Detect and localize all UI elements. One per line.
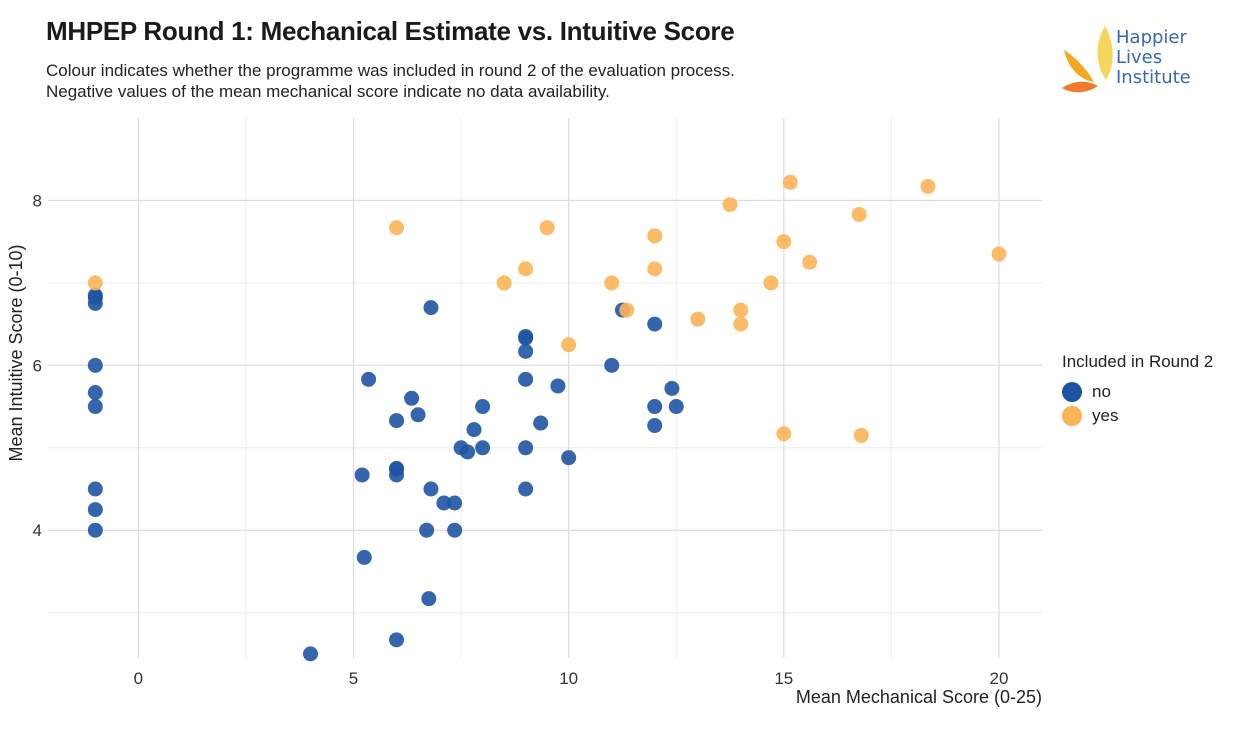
subtitle-line-1: Colour indicates whether the programme w… <box>46 61 735 80</box>
x-tick-label: 5 <box>349 669 358 688</box>
data-point-yes <box>782 174 798 190</box>
logo-line-3: Institute <box>1116 67 1191 88</box>
data-point-yes <box>763 275 779 291</box>
data-point-no <box>533 415 549 431</box>
subtitle-line-2: Negative values of the mean mechanical s… <box>46 82 610 101</box>
data-point-no <box>389 413 405 429</box>
happier-lives-institute-logo: Happier Lives Institute <box>1058 22 1218 102</box>
data-point-yes <box>647 228 663 244</box>
data-point-no <box>87 481 103 497</box>
data-point-no <box>389 467 405 483</box>
data-point-no <box>561 450 577 466</box>
data-point-yes <box>690 311 706 327</box>
legend-label-yes: yes <box>1092 406 1119 425</box>
data-point-yes <box>604 275 620 291</box>
x-axis-label: Mean Mechanical Score (0-25) <box>796 687 1042 707</box>
data-point-no <box>87 357 103 373</box>
data-point-yes <box>802 254 818 270</box>
chart-title: MHPEP Round 1: Mechanical Estimate vs. I… <box>46 16 735 46</box>
data-point-yes <box>496 275 512 291</box>
legend-label-no: no <box>1092 382 1111 401</box>
data-point-no <box>410 407 426 423</box>
data-point-yes <box>561 337 577 353</box>
legend-item-no: no <box>1062 380 1213 404</box>
legend-item-yes: yes <box>1062 404 1213 428</box>
data-point-yes <box>991 246 1007 262</box>
data-point-no <box>518 440 534 456</box>
data-point-yes <box>539 220 555 236</box>
data-point-no <box>87 502 103 518</box>
x-tick-label: 10 <box>559 669 578 688</box>
data-point-no <box>518 371 534 387</box>
data-point-no <box>436 495 452 511</box>
data-point-no <box>447 522 463 538</box>
legend-title: Included in Round 2 <box>1062 352 1214 371</box>
legend-swatch-yes <box>1062 406 1082 426</box>
data-point-no <box>302 646 318 662</box>
data-point-yes <box>920 178 936 194</box>
data-point-no <box>423 481 439 497</box>
data-point-yes <box>722 197 738 213</box>
x-tick-label: 20 <box>990 669 1009 688</box>
data-point-yes <box>776 234 792 250</box>
legend: Included in Round 2 no yes <box>1062 352 1213 428</box>
data-point-yes <box>389 220 405 236</box>
chart-subtitle: Colour indicates whether the programme w… <box>46 60 735 102</box>
y-tick-label: 4 <box>33 521 42 540</box>
data-point-no <box>421 591 437 607</box>
logo-text: Happier Lives Institute <box>1116 28 1191 88</box>
data-point-no <box>466 422 482 438</box>
data-point-no <box>604 357 620 373</box>
logo-line-1: Happier <box>1116 27 1187 48</box>
data-point-yes <box>518 261 534 277</box>
logo-petals-icon <box>1062 26 1113 93</box>
legend-swatch-no <box>1062 382 1082 402</box>
data-point-yes <box>853 427 869 443</box>
data-point-no <box>423 300 439 316</box>
data-point-no <box>664 380 680 396</box>
logo-line-2: Lives <box>1116 47 1163 68</box>
data-point-yes <box>87 275 103 291</box>
data-point-yes <box>851 206 867 222</box>
data-point-no <box>647 418 663 434</box>
data-point-no <box>361 371 377 387</box>
data-point-yes <box>619 302 635 318</box>
data-point-no <box>354 467 370 483</box>
data-point-no <box>668 399 684 415</box>
data-point-no <box>518 481 534 497</box>
data-point-no <box>518 330 534 346</box>
data-point-no <box>87 522 103 538</box>
data-point-no <box>447 495 463 511</box>
data-point-yes <box>647 261 663 277</box>
y-tick-label: 8 <box>33 191 42 210</box>
data-point-no <box>356 549 372 565</box>
data-point-no <box>404 390 420 406</box>
data-point-yes <box>733 302 749 318</box>
data-point-no <box>87 295 103 311</box>
data-point-no <box>518 343 534 359</box>
data-point-no <box>475 440 491 456</box>
data-points <box>87 174 1007 662</box>
data-point-no <box>87 385 103 401</box>
data-point-no <box>87 399 103 415</box>
grid <box>48 118 1042 658</box>
axis-ticks: 0 5 10 15 20 4 6 8 <box>33 191 1009 688</box>
x-tick-label: 15 <box>774 669 793 688</box>
data-point-yes <box>776 426 792 442</box>
data-point-no <box>550 378 566 394</box>
x-tick-label: 0 <box>134 669 143 688</box>
data-point-no <box>460 444 476 460</box>
data-point-no <box>647 316 663 332</box>
data-point-no <box>647 399 663 415</box>
data-point-no <box>389 632 405 648</box>
y-tick-label: 6 <box>33 356 42 375</box>
y-axis-label: Mean Intuitive Score (0-10) <box>6 244 26 461</box>
data-point-no <box>475 399 491 415</box>
data-point-yes <box>733 316 749 332</box>
data-point-no <box>419 522 435 538</box>
